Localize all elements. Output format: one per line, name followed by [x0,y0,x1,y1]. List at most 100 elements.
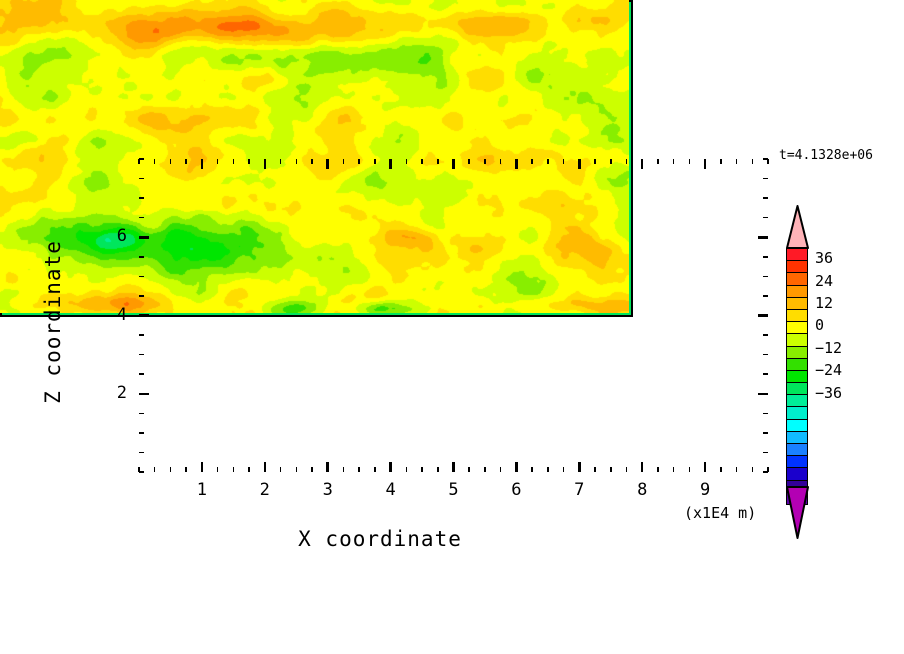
x-minor-tick-top [311,159,313,164]
x-minor-tick-top [499,159,502,164]
x-minor-tick-top [751,159,754,164]
y-minor-tick-right [763,295,768,297]
y-major-tick [139,236,149,239]
x-minor-tick [547,467,549,472]
x-minor-tick-top [562,159,565,164]
x-minor-tick [720,467,722,472]
y-major-tick [139,314,149,317]
y-minor-tick [139,295,144,297]
colorbar-band [787,358,807,371]
colorbar-band [787,468,807,481]
x-major-tick-top [200,159,204,169]
colorbar-band [787,322,807,335]
x-minor-tick-top [468,159,470,164]
colorbar-overflow-bottom-icon [786,486,809,540]
y-axis-title: Z coordinate [41,240,65,404]
x-minor-tick-top [405,159,408,164]
colorbar-tick-label: 12 [815,294,834,312]
x-major-tick-top [326,159,329,169]
x-minor-tick [562,467,565,472]
colorbar-tick-label: 36 [815,249,834,268]
x-minor-tick-top [547,159,549,164]
x-minor-tick-top [185,159,187,164]
colorbar-band [787,285,807,298]
x-tick-label: 7 [574,480,585,500]
x-minor-tick [295,467,297,472]
x-minor-tick-top [767,159,769,164]
x-minor-tick [610,467,612,472]
x-major-tick [578,462,581,472]
x-tick-label: 3 [322,480,333,500]
x-minor-tick [342,467,345,472]
x-major-tick [326,462,329,472]
x-minor-tick [625,467,628,472]
y-minor-tick [139,373,144,375]
y-minor-tick [139,471,144,473]
x-major-tick-top [640,159,644,169]
x-major-tick-top [452,159,455,169]
colorbar-tick-label: −36 [815,383,843,402]
y-tick-label: 6 [116,226,127,247]
y-major-tick-right [758,236,768,239]
x-minor-tick [735,467,738,472]
x-minor-tick-top [437,159,439,164]
y-minor-tick-right [763,353,768,356]
colorbar-bands [786,248,808,505]
x-major-tick-top [515,159,518,169]
time-annotation: t=4.1328e+06 [779,148,873,163]
x-major-tick-top [703,159,707,169]
x-minor-tick [279,467,282,472]
x-major-tick [200,462,204,472]
x-minor-tick [311,467,313,472]
x-tick-label: 8 [637,480,648,500]
x-minor-tick [657,467,659,472]
x-minor-tick-top [216,159,219,164]
x-minor-tick [358,467,360,472]
y-minor-tick [139,177,144,180]
colorbar-band [787,395,807,408]
x-major-tick [515,462,518,472]
x-major-tick [640,462,644,472]
x-minor-tick [185,467,187,472]
colorbar-band [787,309,807,323]
y-major-tick-right [758,314,768,317]
y-minor-tick-right [763,177,768,180]
x-major-tick-top [263,159,267,169]
x-minor-tick [531,467,533,472]
x-minor-tick [138,467,140,472]
x-minor-tick-top [720,159,722,164]
x-tick-label: 1 [196,480,208,500]
x-minor-tick-top [531,159,533,164]
colorbar-band [787,456,807,469]
y-minor-tick [139,275,144,278]
y-minor-tick [139,412,144,415]
y-minor-tick-right [763,216,768,219]
colorbar-band [787,261,807,274]
x-minor-tick [767,467,769,472]
colorbar-band [787,273,807,286]
x-minor-tick [594,467,596,472]
y-minor-tick-right [763,197,768,199]
colorbar-tick-label: −24 [815,361,843,380]
y-minor-tick [139,353,144,356]
x-minor-tick [232,467,235,472]
x-minor-tick-top [688,159,691,164]
x-axis-title: X coordinate [298,527,462,551]
y-minor-tick-right [763,334,768,336]
colorbar-band [787,370,807,384]
colorbar-band [787,334,807,347]
colorbar-tick-label: 0 [815,316,825,335]
x-minor-tick-top [138,159,140,164]
x-minor-tick-top [672,159,675,164]
x-minor-tick-top [625,159,628,164]
x-minor-tick-top [153,159,156,164]
x-minor-tick [169,467,172,472]
colorbar-band [787,419,807,432]
colorbar-tick-label: −12 [815,338,843,357]
x-minor-tick-top [421,159,423,164]
colorbar-band [787,249,807,262]
colorbar-band [787,444,807,457]
y-minor-tick-right [763,451,768,454]
x-minor-tick-top [342,159,345,164]
x-minor-tick-top [594,159,596,164]
